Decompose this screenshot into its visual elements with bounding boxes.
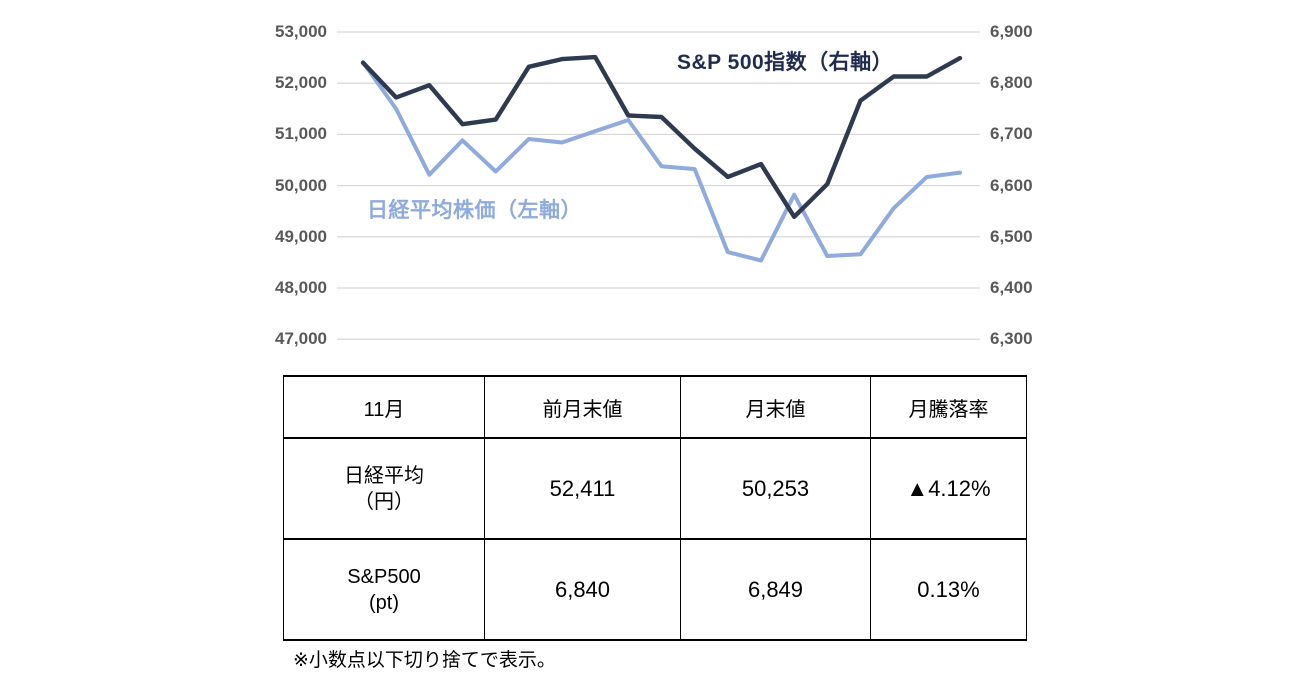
right-axis-tick-label: 6,800 <box>990 73 1033 93</box>
table-header-row: 11月 前月末値 月末値 月騰落率 <box>283 375 1027 439</box>
table-row-nikkei: 日経平均 （円） 52,411 50,253 ▲4.12% <box>283 437 1027 540</box>
footnote: ※小数点以下切り捨てで表示。 <box>293 650 556 671</box>
nikkei-row-label: 日経平均 （円） <box>283 437 485 540</box>
sp500-line <box>360 54 963 220</box>
header-prev-close: 前月末値 <box>484 375 681 439</box>
left-axis-tick-label: 47,000 <box>275 329 327 349</box>
left-axis-tick-label: 53,000 <box>275 22 327 41</box>
header-month: 11月 <box>283 375 485 439</box>
table-row-sp500: S&P500 (pt) 6,840 6,849 0.13% <box>283 538 1027 641</box>
right-axis-tick-label: 6,400 <box>990 278 1033 297</box>
right-axis-tick-label: 6,900 <box>990 22 1033 41</box>
header-monthly-change: 月騰落率 <box>870 375 1027 439</box>
nikkei-month-close: 50,253 <box>680 437 871 540</box>
right-axis-tick-label: 6,500 <box>990 226 1033 246</box>
header-month-close: 月末値 <box>680 375 871 439</box>
right-axis-tick-label: 6,600 <box>990 175 1033 195</box>
right-axis-tick-label: 6,300 <box>990 329 1033 349</box>
left-axis-tick-label: 51,000 <box>275 124 327 144</box>
sp500-series-label: S&P 500指数（右軸） <box>677 51 894 74</box>
nikkei-monthly-change: ▲4.12% <box>870 437 1027 540</box>
left-axis-tick-label: 50,000 <box>275 175 327 195</box>
sp500-prev-close: 6,840 <box>484 538 681 641</box>
sp500-monthly-change: 0.13% <box>870 538 1027 641</box>
right-axis-tick-label: 6,700 <box>990 124 1033 144</box>
sp500-row-label: S&P500 (pt) <box>283 538 485 641</box>
monthly-summary-table: 11月 前月末値 月末値 月騰落率 日経平均 （円） 52,411 50,253… <box>283 375 1027 641</box>
nikkei-line <box>361 60 962 263</box>
nikkei-series-label: 日経平均株価（左軸） <box>367 199 582 222</box>
left-axis-tick-label: 49,000 <box>275 226 327 246</box>
left-axis-tick-label: 48,000 <box>275 278 327 297</box>
nikkei-prev-close: 52,411 <box>484 437 681 540</box>
left-axis-tick-label: 52,000 <box>275 73 327 93</box>
sp500-month-close: 6,849 <box>680 538 871 641</box>
